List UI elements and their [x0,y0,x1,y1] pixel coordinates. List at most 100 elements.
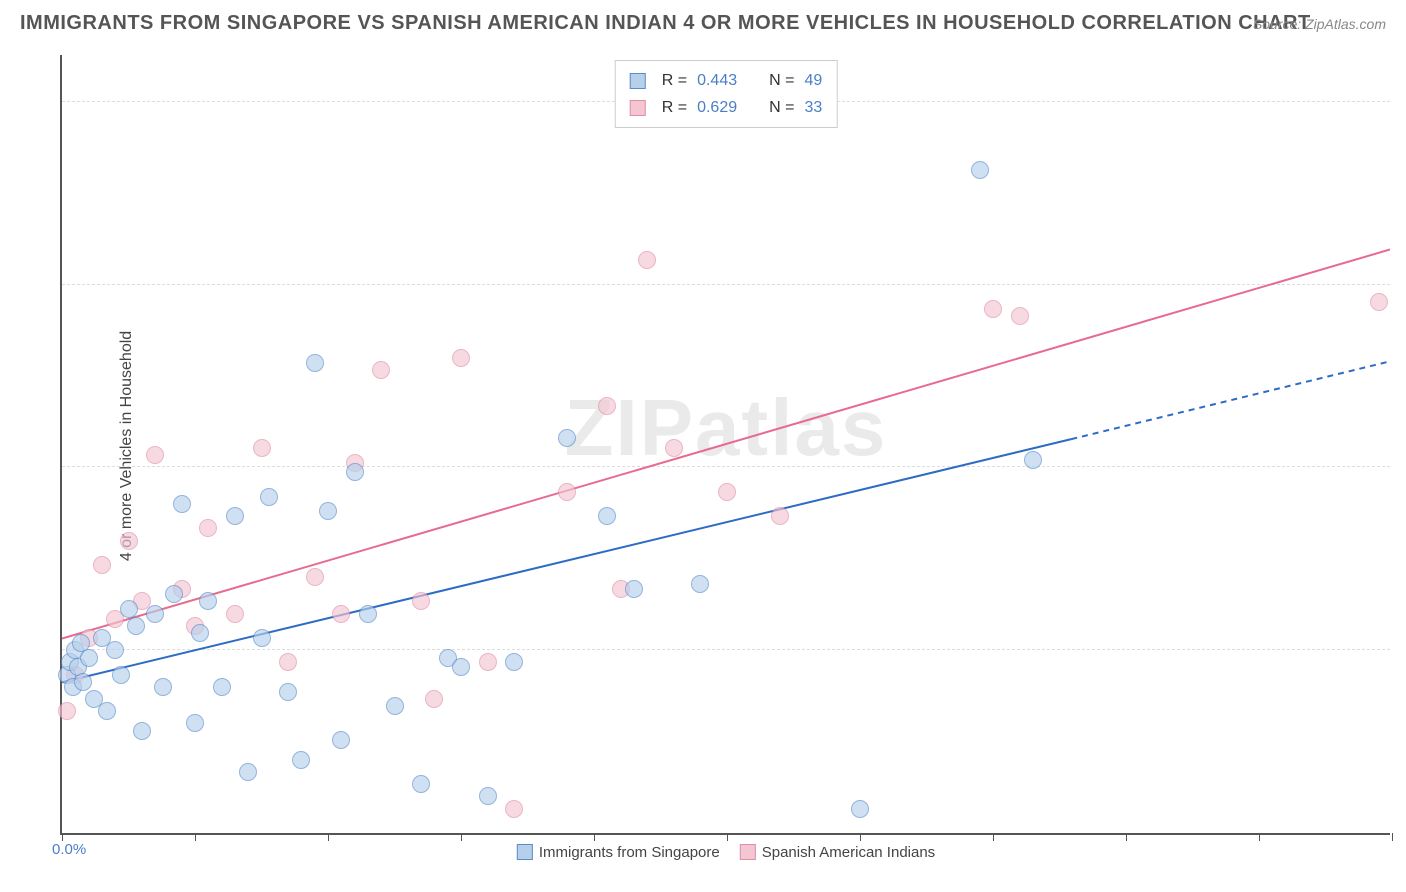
scatter-point-blue [412,775,430,793]
legend-swatch [517,844,533,860]
scatter-point-pink [1011,307,1029,325]
scatter-point-blue [260,488,278,506]
scatter-point-pink [479,653,497,671]
x-tick [62,833,63,841]
scatter-point-blue [112,666,130,684]
plot-area: ZIPatlas 7.5%15.0%22.5%30.0% 0.0% 5.0% R… [60,55,1390,835]
scatter-point-pink [412,592,430,610]
scatter-point-blue [359,605,377,623]
scatter-point-blue [127,617,145,635]
scatter-point-blue [253,629,271,647]
scatter-point-blue [120,600,138,618]
scatter-point-blue [226,507,244,525]
scatter-point-blue [452,658,470,676]
gridline-h [62,284,1390,285]
legend-item: Immigrants from Singapore [517,844,720,861]
scatter-point-blue [346,463,364,481]
x-tick [195,833,196,841]
scatter-point-pink [598,397,616,415]
x-tick [993,833,994,841]
x-tick [1259,833,1260,841]
x-tick [328,833,329,841]
scatter-point-pink [1370,293,1388,311]
scatter-point-pink [984,300,1002,318]
x-tick [860,833,861,841]
scatter-point-blue [74,673,92,691]
x-tick [461,833,462,841]
legend-swatch [630,73,646,89]
x-axis-min-label: 0.0% [52,841,86,858]
scatter-point-pink [120,532,138,550]
scatter-point-blue [598,507,616,525]
r-value: 0.443 [697,67,737,94]
x-tick [1126,833,1127,841]
scatter-point-pink [253,439,271,457]
scatter-point-pink [306,568,324,586]
n-label: N = [769,67,794,94]
bottom-legend: Immigrants from Singapore Spanish America… [517,844,935,861]
gridline-h [62,649,1390,650]
scatter-point-blue [146,605,164,623]
n-value: 49 [804,67,822,94]
scatter-point-blue [165,585,183,603]
scatter-point-pink [505,800,523,818]
watermark: ZIPatlas [565,382,888,474]
x-tick [594,833,595,841]
legend-label: Spanish American Indians [762,844,935,861]
legend-swatch [630,100,646,116]
scatter-point-pink [332,605,350,623]
scatter-point-blue [332,731,350,749]
n-label: N = [769,94,794,121]
corr-legend-row: R = 0.629 N = 33 [630,94,823,121]
scatter-point-pink [425,690,443,708]
scatter-point-pink [452,349,470,367]
scatter-point-blue [173,495,191,513]
scatter-point-pink [199,519,217,537]
scatter-point-blue [199,592,217,610]
r-label: R = [662,94,687,121]
scatter-point-blue [292,751,310,769]
scatter-point-blue [851,800,869,818]
scatter-point-blue [306,354,324,372]
scatter-point-blue [1024,451,1042,469]
r-label: R = [662,67,687,94]
chart-container: IMMIGRANTS FROM SINGAPORE VS SPANISH AME… [0,0,1406,892]
x-tick [1392,833,1393,841]
scatter-point-blue [279,683,297,701]
scatter-point-blue [98,702,116,720]
corr-legend-row: R = 0.443 N = 49 [630,67,823,94]
chart-title: IMMIGRANTS FROM SINGAPORE VS SPANISH AME… [20,12,1311,35]
scatter-point-blue [386,697,404,715]
scatter-point-pink [638,251,656,269]
scatter-point-blue [106,641,124,659]
legend-item: Spanish American Indians [740,844,935,861]
source-label: Source: ZipAtlas.com [1253,16,1386,32]
scatter-point-pink [279,653,297,671]
legend-swatch [740,844,756,860]
scatter-point-blue [191,624,209,642]
scatter-point-pink [665,439,683,457]
scatter-point-pink [58,702,76,720]
scatter-point-pink [146,446,164,464]
r-value: 0.629 [697,94,737,121]
legend-label: Immigrants from Singapore [539,844,720,861]
scatter-point-blue [479,787,497,805]
scatter-point-blue [505,653,523,671]
n-value: 33 [804,94,822,121]
scatter-point-blue [319,502,337,520]
scatter-point-pink [718,483,736,501]
scatter-point-blue [239,763,257,781]
scatter-point-blue [558,429,576,447]
scatter-point-blue [80,649,98,667]
scatter-point-pink [558,483,576,501]
scatter-point-pink [226,605,244,623]
scatter-point-blue [625,580,643,598]
gridline-h [62,466,1390,467]
scatter-point-blue [691,575,709,593]
scatter-point-blue [154,678,172,696]
scatter-point-blue [186,714,204,732]
correlation-legend: R = 0.443 N = 49 R = 0.629 N = 33 [615,60,838,128]
scatter-point-pink [771,507,789,525]
scatter-point-blue [971,161,989,179]
scatter-point-blue [133,722,151,740]
